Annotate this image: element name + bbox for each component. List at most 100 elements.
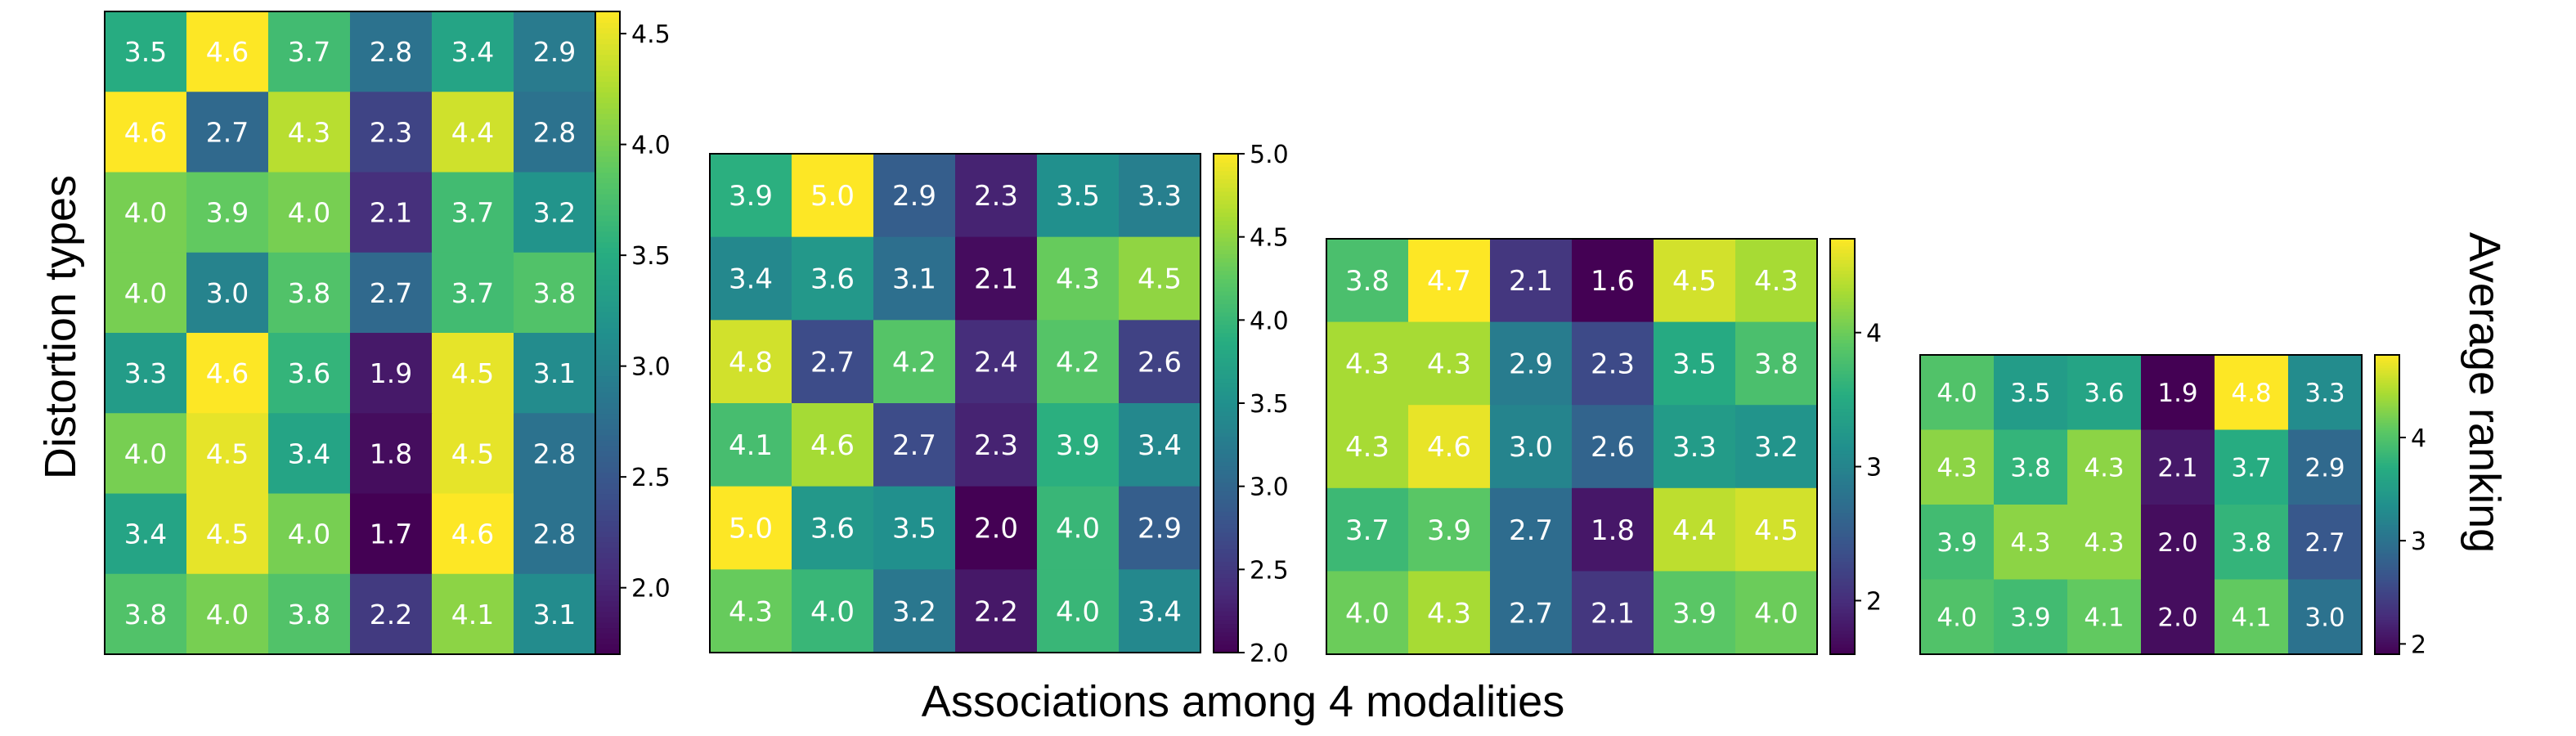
cell-value-label: 3.5: [2010, 379, 2050, 408]
colorbar-gradient-slice: [1830, 318, 1855, 323]
cell-value-label: 1.8: [370, 438, 412, 469]
colorbar-gradient-slice: [2375, 519, 2399, 523]
cell-value-label: 5.0: [729, 513, 773, 545]
cell-value-label: 4.4: [1672, 514, 1717, 547]
heatmap-cell: [1037, 403, 1120, 487]
colorbar-gradient-slice: [1830, 487, 1855, 492]
cell-value-label: 3.6: [288, 357, 330, 389]
colorbar-gradient-slice: [2375, 387, 2399, 391]
colorbar-gradient-slice: [595, 461, 620, 468]
colorbar-gradient-slice: [595, 268, 620, 275]
colorbar-gradient-slice: [595, 199, 620, 205]
colorbar-tick-label: 2.0: [1250, 640, 1289, 668]
colorbar-gradient-slice: [1830, 616, 1855, 621]
colorbar-gradient-slice: [1830, 633, 1855, 638]
colorbar-gradient-slice: [1214, 394, 1238, 400]
heatmap-cell: [710, 236, 792, 321]
heatmap-cell: [186, 573, 269, 655]
colorbar-gradient-slice: [2375, 624, 2399, 628]
colorbar-gradient-slice: [1214, 353, 1238, 358]
heatmap-cell: [1572, 239, 1654, 323]
heatmap-cell: [1994, 429, 2068, 505]
cell-value-label: 2.9: [1138, 513, 1182, 545]
heatmap-cell: [350, 11, 433, 92]
cell-value-label: 2.6: [1138, 346, 1182, 379]
cell-value-label: 4.5: [206, 438, 249, 469]
heatmap-cell: [1326, 571, 1409, 655]
colorbar-gradient-slice: [2375, 479, 2399, 483]
heatmap-cell: [350, 333, 433, 414]
colorbar-gradient-slice: [1830, 563, 1855, 568]
colorbar-gradient-slice: [1830, 554, 1855, 559]
colorbar-gradient-slice: [595, 568, 620, 575]
colorbar-gradient-slice: [1830, 297, 1855, 302]
colorbar-gradient-slice: [1214, 154, 1238, 159]
colorbar-gradient-slice: [1214, 469, 1238, 475]
colorbar-gradient-slice: [1830, 481, 1855, 486]
colorbar-gradient-slice: [595, 236, 620, 243]
cell-value-label: 2.7: [892, 429, 936, 462]
colorbar-gradient-slice: [2375, 524, 2399, 528]
colorbar-gradient-slice: [1214, 527, 1238, 533]
colorbar-gradient-slice: [1830, 498, 1855, 503]
colorbar-gradient-slice: [1214, 332, 1238, 338]
colorbar-gradient-slice: [595, 558, 620, 564]
heatmap-cell: [955, 486, 1038, 570]
colorbar-gradient-slice: [1214, 348, 1238, 354]
colorbar-gradient-slice: [1214, 581, 1238, 587]
cell-value-label: 3.6: [810, 263, 855, 296]
colorbar-gradient-slice: [1830, 581, 1855, 586]
cell-value-label: 3.9: [1672, 597, 1717, 630]
cell-value-label: 2.7: [810, 346, 855, 379]
colorbar-gradient-slice: [1214, 324, 1238, 330]
colorbar-gradient-slice: [2375, 612, 2399, 615]
heatmap-cell: [268, 413, 351, 495]
colorbar-gradient-slice: [595, 606, 620, 613]
colorbar-gradient-slice: [595, 75, 620, 82]
heatmap-cell: [268, 493, 351, 575]
colorbar-gradient-slice: [595, 145, 620, 152]
colorbar-gradient-slice: [1214, 444, 1238, 450]
colorbar-gradient-slice: [595, 343, 620, 350]
colorbar-gradient-slice: [1214, 199, 1238, 204]
colorbar-gradient-slice: [1214, 511, 1238, 517]
colorbar-gradient-slice: [595, 643, 620, 650]
cell-value-label: 4.1: [2084, 603, 2124, 632]
cell-value-label: 2.3: [974, 429, 1018, 462]
colorbar-gradient-slice: [1214, 316, 1238, 321]
colorbar-gradient-slice: [595, 552, 620, 559]
heatmap-cell: [1735, 571, 1818, 655]
colorbar-tick-label: 3: [2411, 527, 2426, 556]
colorbar-gradient-slice: [2375, 444, 2399, 448]
heatmap-cell: [432, 252, 514, 334]
colorbar-tick-label: 2.5: [1250, 556, 1289, 585]
colorbar-gradient-slice: [2375, 522, 2399, 526]
cell-value-label: 2.7: [206, 116, 249, 148]
cell-value-label: 2.8: [370, 36, 412, 68]
colorbar-tick-label: 3.0: [1250, 473, 1289, 502]
heatmap-cell: [1408, 239, 1491, 323]
cell-value-label: 2.7: [1509, 597, 1553, 630]
cell-value-label: 5.0: [810, 180, 855, 213]
colorbar-gradient-slice: [595, 70, 620, 77]
colorbar-gradient-slice: [2375, 382, 2399, 386]
colorbar-gradient-slice: [595, 27, 620, 34]
cell-value-label: 2.0: [2157, 603, 2197, 632]
colorbar-gradient-slice: [595, 407, 620, 415]
heatmap-cell: [1326, 321, 1409, 406]
heatmap-cell: [514, 333, 596, 414]
colorbar-gradient-slice: [595, 477, 620, 484]
colorbar-gradient-slice: [2375, 375, 2399, 379]
colorbar-gradient-slice: [1830, 346, 1855, 351]
heatmap-cell: [710, 569, 792, 653]
colorbar-gradient-slice: [1214, 611, 1238, 617]
colorbar-gradient-slice: [2375, 626, 2399, 631]
colorbar-gradient-slice: [1214, 370, 1238, 375]
colorbar-gradient-slice: [1214, 282, 1238, 288]
colorbar-gradient-slice: [2375, 384, 2399, 388]
colorbar-gradient-slice: [2375, 559, 2399, 563]
colorbar-gradient-slice: [2375, 532, 2399, 536]
colorbar-gradient-slice: [1830, 467, 1855, 472]
cell-value-label: 4.3: [1754, 265, 1798, 298]
heatmap-cell: [1735, 239, 1818, 323]
